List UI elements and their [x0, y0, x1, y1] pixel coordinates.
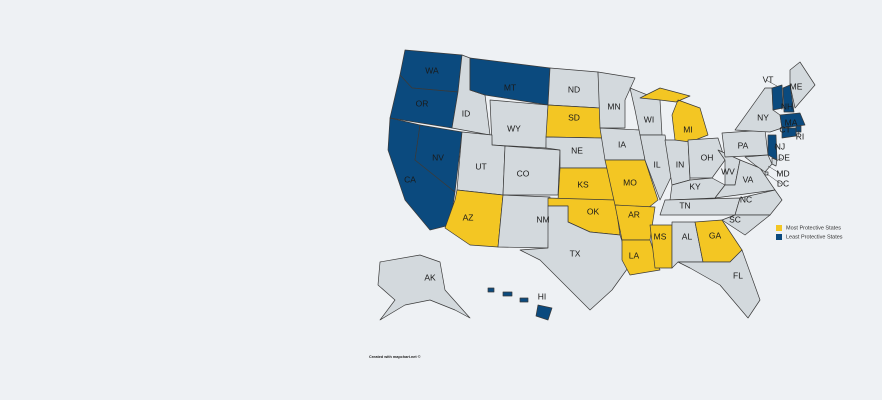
state — [621, 239, 661, 276]
state — [734, 189, 783, 216]
legend-swatch — [776, 234, 782, 240]
state-label: WI — [644, 114, 654, 124]
state-label: UT — [475, 161, 486, 171]
state-label: SC — [729, 214, 741, 224]
state — [604, 159, 659, 209]
state-label: KS — [577, 179, 589, 189]
state — [659, 197, 741, 216]
state-label: NM — [536, 214, 549, 224]
state — [377, 254, 471, 321]
state — [771, 157, 778, 167]
legend: Most Protective States Least Protective S… — [776, 225, 843, 240]
state — [414, 124, 463, 193]
state-label: DE — [778, 152, 790, 162]
state-label: LA — [629, 250, 640, 260]
state-label: IN — [676, 159, 685, 169]
state — [687, 137, 726, 179]
state-label: WA — [425, 65, 439, 75]
state-label: AK — [424, 272, 436, 282]
state-label: WY — [507, 123, 521, 133]
state-label: FL — [733, 270, 743, 280]
leader-line — [766, 173, 782, 185]
state-label: IA — [618, 139, 626, 149]
legend-label: Most Protective States — [786, 225, 841, 231]
state — [789, 61, 816, 109]
state — [677, 249, 761, 319]
state — [771, 84, 784, 111]
states — [377, 49, 816, 321]
state-label: VA — [743, 174, 754, 184]
state-label: MS — [654, 231, 667, 241]
state-label: AL — [682, 231, 693, 241]
state-label: MA — [785, 117, 798, 127]
state-label: VT — [763, 74, 774, 84]
state — [502, 145, 561, 196]
state-label: OR — [416, 98, 429, 108]
state — [781, 127, 797, 139]
state-label: KY — [689, 181, 701, 191]
state-label: DC — [777, 178, 789, 188]
state-label: CO — [517, 168, 530, 178]
state — [639, 134, 673, 201]
state-label: MT — [504, 82, 516, 92]
state-label: PA — [738, 140, 749, 150]
state-label: NC — [740, 194, 752, 204]
leader-line — [797, 129, 800, 138]
state — [469, 57, 551, 106]
state — [597, 71, 636, 129]
state-label: NV — [432, 152, 444, 162]
state-label: NY — [757, 112, 769, 122]
state — [779, 112, 806, 129]
state-label: MI — [683, 124, 692, 134]
state-label: RI — [796, 131, 805, 141]
state-label: TX — [570, 248, 581, 258]
state-label: NJ — [775, 141, 785, 151]
state-label: ME — [790, 81, 803, 91]
state-label: OK — [587, 206, 600, 216]
state-label: CT — [779, 124, 790, 134]
state-label: AR — [628, 209, 640, 219]
state — [721, 214, 771, 236]
state-label: NH — [781, 101, 793, 111]
state — [744, 154, 773, 173]
state — [734, 87, 783, 133]
state-label: OH — [701, 152, 714, 162]
state-label: MO — [623, 177, 637, 187]
state-label: AZ — [463, 212, 474, 222]
state-label: SD — [568, 112, 580, 122]
state — [519, 205, 631, 311]
state-label: WV — [721, 166, 735, 176]
state-label: IL — [653, 159, 660, 169]
state-labels: WA OR CA NV ID MT WY UT CO AZ NM ND SD NE KS OK TX MN IA MO… — [404, 65, 804, 301]
leader-line — [767, 165, 782, 175]
state-label: ID — [462, 108, 471, 118]
state-label: MD — [776, 168, 789, 178]
state-label: CA — [404, 174, 416, 184]
state-label: GA — [709, 230, 722, 240]
state-label: TN — [679, 200, 690, 210]
legend-swatch — [776, 225, 782, 231]
legend-label: Least Protective States — [786, 234, 843, 240]
leader-line — [775, 157, 783, 162]
state-label: MN — [607, 101, 620, 111]
state — [782, 84, 795, 113]
state-label: HI — [538, 291, 547, 301]
leader-line — [765, 79, 778, 87]
state — [487, 287, 553, 321]
credit: Created with mapchart.net © — [369, 355, 421, 359]
state-label: NE — [571, 145, 583, 155]
state-label: ND — [568, 84, 580, 94]
